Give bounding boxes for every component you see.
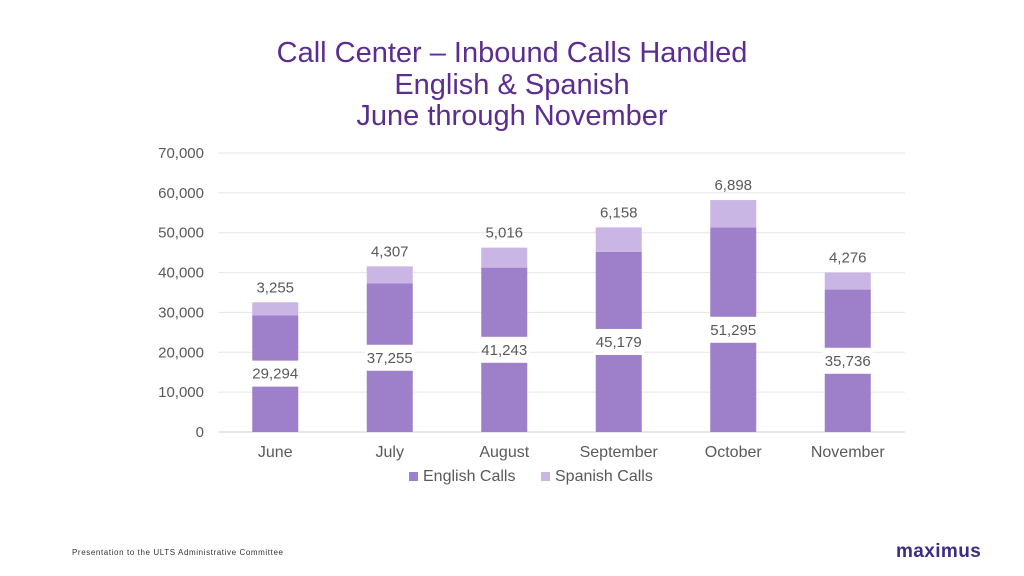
chart-title-line-2: English & Spanish	[394, 68, 630, 101]
chart-title-line-1: Call Center – Inbound Calls Handled	[276, 37, 748, 69]
y-tick-label: 10,000	[158, 384, 204, 401]
y-tick-label: 20,000	[158, 344, 204, 361]
spanish-calls-data-label: 4,307	[371, 243, 409, 260]
spanish-calls-data-label: 5,016	[485, 225, 523, 242]
english-calls-data-label: 37,255	[367, 350, 413, 367]
english-label-bg	[593, 328, 644, 355]
english-label-bg	[708, 316, 759, 343]
english-label-bg	[364, 344, 415, 371]
spanish-calls-bar	[824, 272, 871, 290]
english-calls-data-label: 51,295	[710, 322, 756, 339]
english-calls-data-label: 29,294	[252, 366, 298, 383]
legend-swatch	[409, 472, 418, 481]
english-label-bg	[250, 360, 301, 387]
spanish-calls-data-label: 6,158	[600, 204, 638, 221]
y-tick-label: 50,000	[158, 225, 204, 242]
chart-title-line-3: June through November	[356, 100, 668, 132]
legend-swatch	[541, 472, 550, 481]
english-calls-data-label: 35,736	[825, 353, 871, 370]
english-label-bg	[822, 347, 873, 374]
english-calls-data-label: 41,243	[481, 342, 527, 359]
legend-label: Spanish Calls	[555, 468, 653, 485]
x-tick-label: November	[811, 444, 885, 461]
spanish-calls-data-label: 6,898	[714, 177, 752, 194]
x-tick-label: June	[258, 444, 293, 461]
y-tick-label: 30,000	[158, 304, 204, 321]
spanish-calls-data-label: 4,276	[829, 250, 867, 267]
y-tick-label: 0	[196, 424, 204, 441]
y-tick-label: 40,000	[158, 265, 204, 282]
x-tick-label: August	[479, 444, 529, 461]
chart-title: Call Center – Inbound Calls Handled Engl…	[0, 37, 1024, 133]
x-tick-label: July	[376, 444, 404, 461]
spanish-calls-bar	[481, 247, 528, 268]
spanish-calls-bar	[366, 266, 413, 284]
spanish-calls-data-label: 3,255	[256, 279, 294, 296]
english-calls-data-label: 45,179	[596, 334, 642, 351]
spanish-calls-bar	[252, 302, 299, 316]
legend-label: English Calls	[423, 468, 515, 485]
spanish-calls-bar	[710, 200, 757, 228]
x-tick-label: October	[705, 444, 763, 461]
maximus-logo: maximus	[896, 541, 982, 562]
spanish-calls-bar	[595, 227, 642, 252]
footer-text: Presentation to the ULTS Administrative …	[72, 548, 284, 557]
x-tick-label: September	[580, 444, 659, 461]
y-tick-label: 60,000	[158, 185, 204, 202]
y-tick-label: 70,000	[158, 145, 204, 162]
english-label-bg	[479, 336, 530, 363]
